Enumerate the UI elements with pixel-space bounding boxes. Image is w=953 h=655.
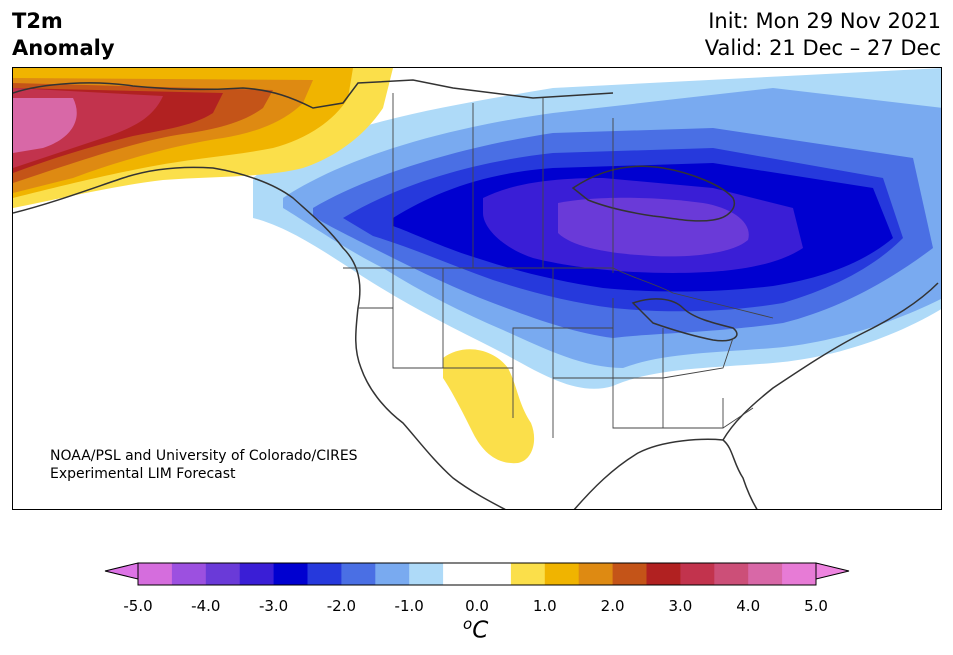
colorbar-swatch [171, 563, 207, 585]
credit-line-2: Experimental LIM Forecast [50, 466, 236, 482]
credit-line-1: NOAA/PSL and University of Colorado/CIRE… [50, 448, 358, 464]
unit-celsius: C [472, 617, 489, 644]
colorbar-swatch [544, 563, 580, 585]
colorbar-swatch [205, 563, 241, 585]
pacific-coast [13, 166, 506, 509]
colorbar-swatch [510, 563, 546, 585]
colorbar-swatches [138, 563, 817, 585]
colorbar-swatch [748, 563, 783, 585]
colorbar-tick-label: 0.0 [465, 597, 489, 615]
coastlines [13, 79, 939, 509]
colorbar-swatch [273, 563, 308, 585]
colorbar-outline [137, 562, 817, 586]
colorbar-swatch [138, 563, 173, 585]
forecast-dates: Init: Mon 29 Nov 2021 Valid: 21 Dec – 27… [705, 8, 941, 62]
colorbar [104, 562, 850, 586]
colorbar-swatch [409, 563, 444, 585]
colorbar-tick-label: 2.0 [600, 597, 625, 615]
colorbar-max-extension [815, 562, 850, 580]
colorbar-min-extension [104, 562, 139, 580]
title-anomaly: Anomaly [12, 36, 115, 60]
colorbar-tick-label: -2.0 [326, 597, 357, 615]
colorbar-tick-label: 4.0 [736, 597, 761, 615]
colorbar-swatch [341, 563, 376, 585]
ca-provinces [392, 93, 614, 273]
colorbar-unit: oC [463, 615, 488, 644]
us-states-west [358, 268, 554, 418]
colorbar-tick-label: -5.0 [123, 597, 153, 615]
anomaly-region-m4 [558, 197, 749, 257]
alaska-coast [13, 79, 614, 109]
colorbar-tick-label: -1.0 [394, 597, 424, 615]
colorbar-swatch [612, 563, 647, 585]
hudson-bay [571, 165, 735, 222]
great-lakes [631, 298, 738, 342]
credit-text: NOAA/PSL and University of Colorado/CIRE… [50, 447, 358, 483]
us-states-central [552, 298, 664, 438]
map-svg [13, 68, 941, 509]
colorbar-swatch [578, 563, 614, 585]
colorbar-tick-label: 1.0 [532, 597, 557, 615]
anomaly-region-p45 [13, 98, 77, 153]
anomaly-fields [13, 68, 941, 464]
colorbar-tick-label: 5.0 [804, 597, 828, 615]
colorbar-swatch [680, 563, 715, 585]
colorbar-swatch [239, 563, 275, 585]
colorbar-swatch [443, 563, 478, 585]
gulf-coast [573, 438, 758, 509]
us-canada-border [343, 267, 774, 319]
init-date: Init: Mon 29 Nov 2021 [708, 9, 941, 33]
map-title: T2m Anomaly [12, 8, 115, 62]
colorbar-tick-label: 3.0 [668, 597, 693, 615]
title-variable: T2m [12, 9, 63, 33]
atlantic-coast [722, 282, 939, 441]
colorbar-swatch [375, 563, 410, 585]
valid-date: Valid: 21 Dec – 27 Dec [704, 36, 941, 60]
unit-degree: o [463, 615, 473, 633]
colorbar-swatch [646, 563, 681, 585]
colorbar-swatch [714, 563, 749, 585]
colorbar-swatch [782, 563, 817, 585]
anomaly-map: NOAA/PSL and University of Colorado/CIRE… [12, 67, 942, 510]
us-states-east [662, 337, 754, 429]
colorbar-swatch [307, 563, 342, 585]
political-borders [343, 93, 774, 438]
anomaly-region-sw [443, 349, 535, 464]
colorbar-tick-label: -3.0 [258, 597, 289, 615]
colorbar-swatch [477, 563, 512, 585]
colorbar-tick-label: -4.0 [191, 597, 221, 615]
